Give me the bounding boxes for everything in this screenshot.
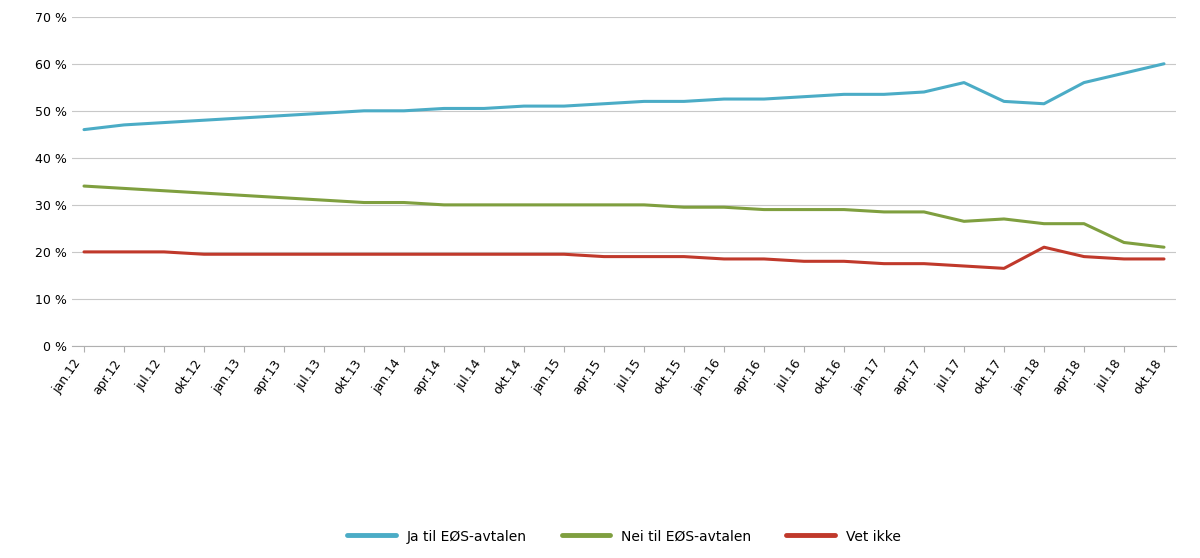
Ja til EØS-avtalen: [277, 112, 292, 119]
Nei til EØS-avtalen: [397, 199, 412, 206]
Nei til EØS-avtalen: [116, 185, 131, 192]
Ja til EØS-avtalen: [116, 122, 131, 128]
Ja til EØS-avtalen: [356, 108, 371, 114]
Vet ikke: [997, 265, 1012, 272]
Vet ikke: [356, 251, 371, 258]
Vet ikke: [836, 258, 851, 264]
Nei til EØS-avtalen: [1117, 239, 1132, 246]
Ja til EØS-avtalen: [596, 100, 611, 107]
Vet ikke: [596, 253, 611, 260]
Ja til EØS-avtalen: [317, 110, 331, 117]
Ja til EØS-avtalen: [476, 105, 491, 112]
Nei til EØS-avtalen: [716, 204, 731, 210]
Ja til EØS-avtalen: [836, 91, 851, 98]
Ja til EØS-avtalen: [677, 98, 691, 105]
Vet ikke: [397, 251, 412, 258]
Ja til EØS-avtalen: [997, 98, 1012, 105]
Nei til EØS-avtalen: [917, 209, 931, 215]
Nei til EØS-avtalen: [596, 201, 611, 208]
Vet ikke: [517, 251, 532, 258]
Nei til EØS-avtalen: [476, 201, 491, 208]
Legend: Ja til EØS-avtalen, Nei til EØS-avtalen, Vet ikke: Ja til EØS-avtalen, Nei til EØS-avtalen,…: [342, 524, 906, 549]
Vet ikke: [116, 248, 131, 255]
Vet ikke: [317, 251, 331, 258]
Vet ikke: [797, 258, 811, 264]
Vet ikke: [877, 260, 892, 267]
Nei til EØS-avtalen: [437, 201, 451, 208]
Ja til EØS-avtalen: [877, 91, 892, 98]
Vet ikke: [1157, 256, 1171, 262]
Nei til EØS-avtalen: [277, 194, 292, 201]
Ja til EØS-avtalen: [1037, 100, 1051, 107]
Vet ikke: [77, 248, 91, 255]
Vet ikke: [956, 263, 971, 270]
Vet ikke: [157, 248, 172, 255]
Ja til EØS-avtalen: [757, 95, 772, 102]
Line: Vet ikke: Vet ikke: [84, 247, 1164, 268]
Ja til EØS-avtalen: [1117, 70, 1132, 76]
Ja til EØS-avtalen: [917, 89, 931, 95]
Nei til EØS-avtalen: [236, 192, 251, 199]
Nei til EØS-avtalen: [836, 206, 851, 213]
Nei til EØS-avtalen: [77, 182, 91, 189]
Ja til EØS-avtalen: [637, 98, 652, 105]
Ja til EØS-avtalen: [236, 114, 251, 121]
Nei til EØS-avtalen: [1076, 220, 1091, 227]
Nei til EØS-avtalen: [797, 206, 811, 213]
Nei til EØS-avtalen: [757, 206, 772, 213]
Nei til EØS-avtalen: [317, 197, 331, 204]
Vet ikke: [557, 251, 571, 258]
Ja til EØS-avtalen: [517, 103, 532, 109]
Nei til EØS-avtalen: [197, 190, 211, 196]
Ja til EØS-avtalen: [956, 79, 971, 86]
Nei til EØS-avtalen: [1157, 244, 1171, 251]
Vet ikke: [277, 251, 292, 258]
Nei til EØS-avtalen: [677, 204, 691, 210]
Nei til EØS-avtalen: [877, 209, 892, 215]
Vet ikke: [677, 253, 691, 260]
Nei til EØS-avtalen: [997, 215, 1012, 222]
Ja til EØS-avtalen: [1157, 60, 1171, 67]
Line: Nei til EØS-avtalen: Nei til EØS-avtalen: [84, 186, 1164, 247]
Vet ikke: [637, 253, 652, 260]
Vet ikke: [757, 256, 772, 262]
Ja til EØS-avtalen: [557, 103, 571, 109]
Ja til EØS-avtalen: [797, 93, 811, 100]
Vet ikke: [197, 251, 211, 258]
Nei til EØS-avtalen: [517, 201, 532, 208]
Nei til EØS-avtalen: [1037, 220, 1051, 227]
Ja til EØS-avtalen: [397, 108, 412, 114]
Nei til EØS-avtalen: [157, 187, 172, 194]
Nei til EØS-avtalen: [956, 218, 971, 225]
Ja til EØS-avtalen: [1076, 79, 1091, 86]
Vet ikke: [236, 251, 251, 258]
Ja til EØS-avtalen: [437, 105, 451, 112]
Ja til EØS-avtalen: [716, 95, 731, 102]
Vet ikke: [1117, 256, 1132, 262]
Nei til EØS-avtalen: [356, 199, 371, 206]
Vet ikke: [437, 251, 451, 258]
Ja til EØS-avtalen: [197, 117, 211, 123]
Vet ikke: [1037, 244, 1051, 251]
Nei til EØS-avtalen: [637, 201, 652, 208]
Ja til EØS-avtalen: [157, 119, 172, 126]
Line: Ja til EØS-avtalen: Ja til EØS-avtalen: [84, 64, 1164, 129]
Vet ikke: [1076, 253, 1091, 260]
Nei til EØS-avtalen: [557, 201, 571, 208]
Ja til EØS-avtalen: [77, 126, 91, 133]
Vet ikke: [917, 260, 931, 267]
Vet ikke: [716, 256, 731, 262]
Vet ikke: [476, 251, 491, 258]
